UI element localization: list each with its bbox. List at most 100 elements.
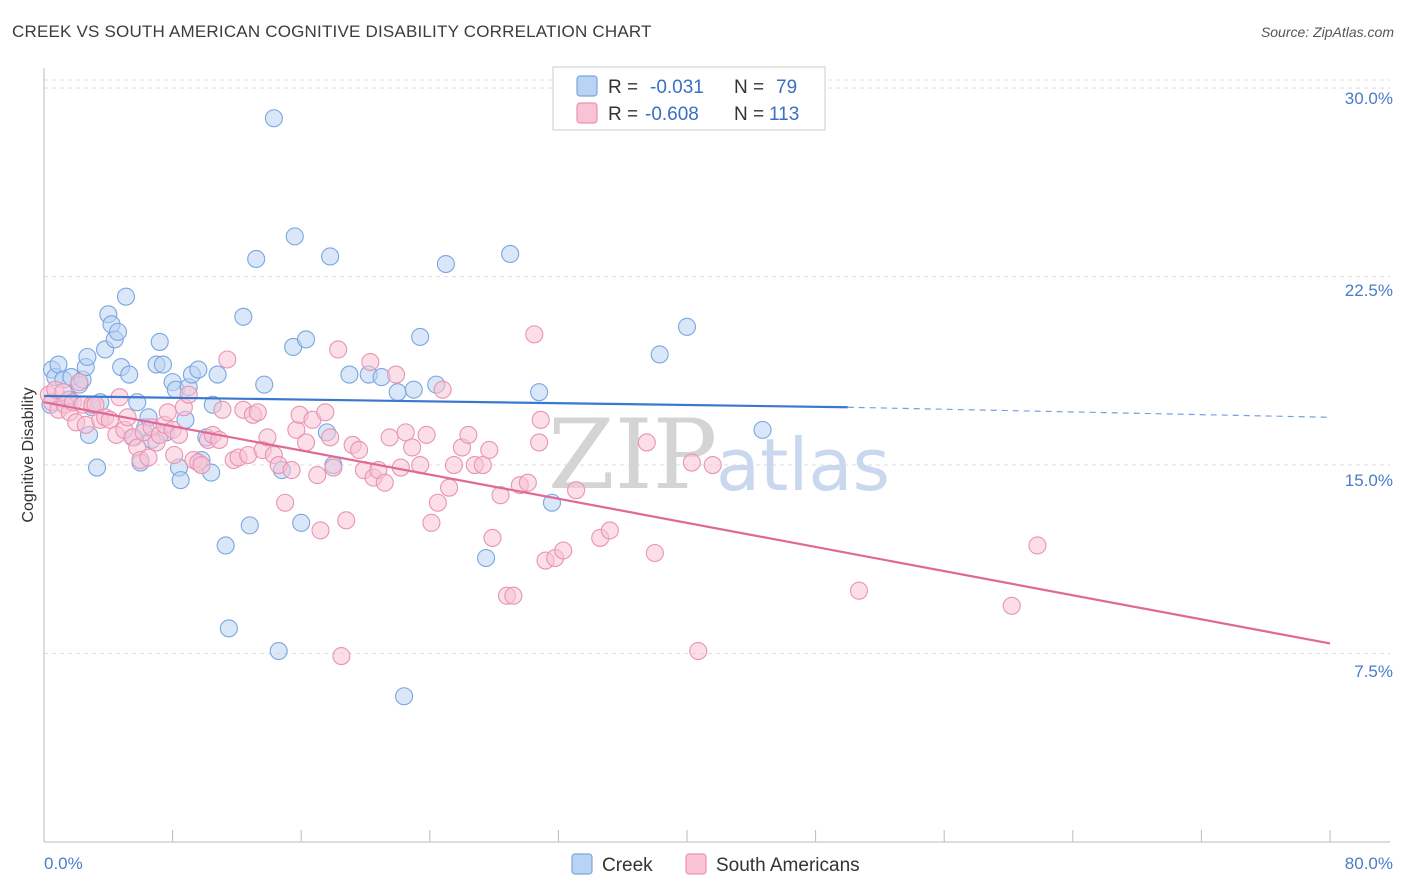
creek-point	[120, 365, 139, 384]
watermark-atlas: atlas	[716, 423, 890, 507]
south-americans-point	[473, 456, 492, 475]
south-americans-point	[600, 521, 619, 540]
creek-point	[677, 317, 697, 336]
bottom-legend-label-creek: Creek	[602, 855, 653, 876]
south-americans-point	[169, 425, 189, 444]
legend-top: R = -0.031 N = 79 R = -0.608 N = 113	[552, 66, 826, 131]
south-americans-point	[1028, 536, 1047, 555]
south-americans-point	[158, 403, 177, 422]
creek-point	[321, 247, 340, 266]
south-americans-point	[350, 440, 369, 460]
creek-point	[530, 383, 549, 402]
y-tick-label-15: 15.0%	[1345, 471, 1393, 490]
creek-point	[395, 687, 414, 706]
south-americans-point	[480, 440, 499, 460]
creek-point	[49, 355, 68, 374]
south-americans-point	[637, 433, 656, 452]
south-americans-point	[554, 541, 573, 560]
south-americans-point	[483, 528, 502, 547]
south-americans-point	[165, 445, 184, 465]
south-americans-trend-line	[43, 401, 1331, 645]
south-americans-point	[530, 433, 549, 452]
creek-point	[171, 471, 190, 490]
south-americans-point	[386, 365, 406, 384]
creek-point	[269, 641, 288, 661]
south-americans-point	[332, 646, 351, 666]
south-americans-point	[689, 641, 708, 661]
creek-point	[87, 458, 107, 477]
creek-point	[219, 619, 238, 638]
south-americans-point	[380, 428, 399, 447]
south-americans-point	[296, 433, 316, 452]
south-americans-point	[70, 373, 89, 392]
creek-point	[234, 307, 253, 326]
south-americans-point	[459, 425, 478, 444]
south-americans-point	[1002, 596, 1021, 615]
creek-point	[436, 254, 455, 274]
south-americans-point	[703, 456, 722, 475]
creek-point	[208, 365, 227, 384]
creek-point	[404, 380, 423, 399]
y-axis-label: Cognitive Disability	[20, 387, 37, 522]
bottom-legend-swatch-south-americans	[685, 853, 707, 875]
creek-point	[292, 513, 311, 532]
legend-n-label-south-americans: N =	[734, 104, 764, 125]
gridlines	[44, 79, 1390, 655]
legend-r-label-south-americans: R =	[608, 104, 638, 125]
creek-point	[285, 227, 304, 246]
y-tick-label-22-5: 22.5%	[1345, 281, 1393, 300]
bottom-legend-swatch-creek	[571, 853, 593, 875]
south-americans-point	[525, 325, 544, 344]
south-americans-point	[531, 410, 550, 429]
x-tick-label-min: 0.0%	[44, 854, 83, 873]
creek-point	[150, 332, 169, 351]
y-tick-labels: 30.0% 22.5% 15.0% 7.5%	[1345, 89, 1393, 681]
creek-point	[411, 327, 430, 346]
south-americans-point	[282, 461, 301, 480]
legend-r-label-creek: R =	[608, 77, 638, 98]
south-americans-point	[179, 385, 198, 404]
south-americans-point	[518, 473, 537, 492]
south-americans-point	[440, 478, 459, 497]
legend-r-value-south-americans: -0.608	[645, 104, 699, 125]
watermark: ZIP atlas	[548, 399, 890, 511]
legend-bottom: Creek South Americans	[571, 853, 860, 876]
south-americans-point	[258, 428, 277, 447]
x-tick-label-max: 80.0%	[1345, 854, 1393, 873]
south-americans-point	[504, 586, 523, 605]
legend-n-value-creek: 79	[776, 77, 797, 98]
creek-point	[153, 355, 173, 374]
south-americans-point	[428, 493, 447, 512]
south-americans-point	[645, 543, 664, 563]
south-americans-point	[321, 428, 340, 447]
south-americans-point	[491, 486, 510, 505]
creek-point	[650, 345, 669, 364]
south-americans-point	[422, 513, 441, 532]
south-americans-point	[248, 403, 267, 422]
south-americans-point	[316, 403, 335, 422]
legend-box	[552, 66, 826, 131]
south-americans-point	[433, 380, 452, 399]
creek-point	[264, 109, 283, 128]
creek-point	[255, 375, 274, 394]
south-americans-point	[375, 473, 394, 492]
creek-point	[247, 249, 266, 269]
creek-point	[340, 365, 359, 384]
creek-trend-extension	[847, 406, 1331, 418]
south-americans-point	[324, 458, 343, 477]
south-americans-point	[444, 456, 463, 475]
south-americans-point	[329, 340, 348, 359]
south-americans-point	[218, 350, 237, 369]
south-americans-point	[849, 581, 869, 600]
south-americans-point	[403, 438, 422, 457]
south-americans-point	[311, 521, 330, 540]
creek-point	[388, 383, 407, 402]
legend-swatch-south-americans	[576, 102, 598, 124]
south-americans-point	[139, 448, 158, 467]
creek-point	[501, 244, 520, 264]
south-americans-point	[192, 456, 211, 475]
legend-r-value-creek: -0.031	[650, 77, 704, 98]
creek-point	[78, 347, 97, 367]
legend-n-label-creek: N =	[734, 77, 764, 98]
